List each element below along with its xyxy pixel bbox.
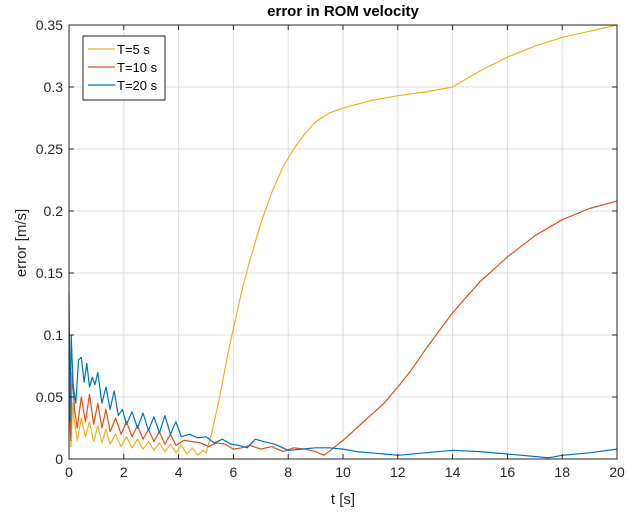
y-tick-label: 0.3 [44, 79, 64, 95]
y-tick-label: 0 [55, 451, 63, 467]
x-tick-label: 2 [120, 464, 128, 480]
x-tick-label: 10 [335, 464, 351, 480]
series-line-3 [68, 291, 618, 459]
y-axis-label: error [m/s] [13, 209, 30, 277]
x-tick-label: 12 [390, 464, 406, 480]
x-axis-label: t [s] [331, 491, 355, 508]
x-tick-label: 4 [175, 464, 183, 480]
y-tick-label: 0.2 [44, 203, 64, 219]
legend-label-1: T=5 s [117, 42, 150, 57]
legend: T=5 s T=10 s T=20 s [82, 35, 166, 101]
chart-title: error in ROM velocity [267, 3, 419, 20]
axis-ticks: 0 2 4 6 8 10 12 14 16 18 20 0 0.05 0.1 0.15 0.2 0.25 0.3 0… [36, 17, 625, 480]
series-line-1 [68, 24, 618, 456]
x-tick-label: 16 [500, 464, 516, 480]
x-tick-label: 18 [554, 464, 570, 480]
x-tick-label: 6 [230, 464, 238, 480]
series-line-2 [68, 200, 618, 456]
x-tick-label: 14 [445, 464, 461, 480]
series-group [68, 24, 618, 459]
y-tick-label: 0.15 [36, 265, 63, 281]
y-tick-label: 0.25 [36, 141, 63, 157]
y-tick-label: 0.1 [44, 327, 64, 343]
x-tick-label: 20 [609, 464, 625, 480]
legend-box [82, 35, 166, 101]
y-tick-label: 0.05 [36, 389, 63, 405]
x-tick-label: 8 [284, 464, 292, 480]
y-tick-label: 0.35 [36, 17, 63, 33]
x-tick-label: 0 [65, 464, 73, 480]
legend-label-3: T=20 s [117, 78, 158, 93]
legend-label-2: T=10 s [117, 60, 158, 75]
